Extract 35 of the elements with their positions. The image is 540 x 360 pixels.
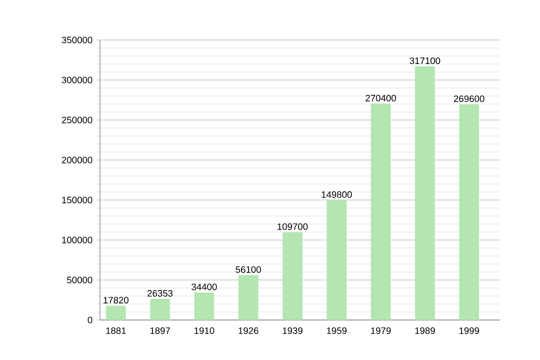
x-tick-label: 1939 bbox=[282, 327, 302, 334]
x-tick-label: 1881 bbox=[106, 327, 126, 334]
y-tick-label: 300000 bbox=[62, 76, 92, 84]
x-tick-label: 1897 bbox=[150, 327, 170, 334]
data-label: 34400 bbox=[192, 284, 217, 290]
x-tick-label: 1959 bbox=[326, 327, 347, 334]
y-tick-label: 50000 bbox=[67, 276, 92, 284]
data-label: 109700 bbox=[278, 223, 308, 230]
x-tick-label: 1926 bbox=[238, 327, 258, 334]
data-label: 149800 bbox=[322, 191, 352, 198]
data-label: 17820 bbox=[104, 296, 129, 304]
y-tick-label: 100000 bbox=[62, 236, 92, 244]
x-tick-label: 1979 bbox=[371, 327, 391, 334]
bar bbox=[415, 66, 435, 320]
data-label: 56100 bbox=[236, 266, 261, 273]
y-tick-label: 350000 bbox=[62, 36, 92, 44]
data-label: 270400 bbox=[366, 94, 396, 102]
bar bbox=[106, 306, 126, 320]
data-label: 317100 bbox=[410, 57, 440, 64]
y-tick-label: 0 bbox=[88, 316, 92, 324]
x-tick-label: 1999 bbox=[459, 327, 480, 334]
data-label: 269600 bbox=[454, 95, 484, 102]
x-tick-label: 1910 bbox=[194, 327, 214, 334]
data-label: 26353 bbox=[148, 290, 173, 297]
bar bbox=[459, 104, 480, 320]
y-tick-label: 200000 bbox=[62, 156, 92, 164]
y-tick-label: 150000 bbox=[62, 196, 92, 204]
y-tick-label: 250000 bbox=[62, 116, 92, 124]
bar bbox=[150, 298, 170, 320]
x-tick-label: 1989 bbox=[415, 327, 435, 334]
bar bbox=[326, 200, 347, 320]
bar bbox=[238, 275, 258, 320]
bar bbox=[370, 104, 391, 320]
bar bbox=[282, 232, 302, 320]
bar bbox=[194, 292, 214, 320]
